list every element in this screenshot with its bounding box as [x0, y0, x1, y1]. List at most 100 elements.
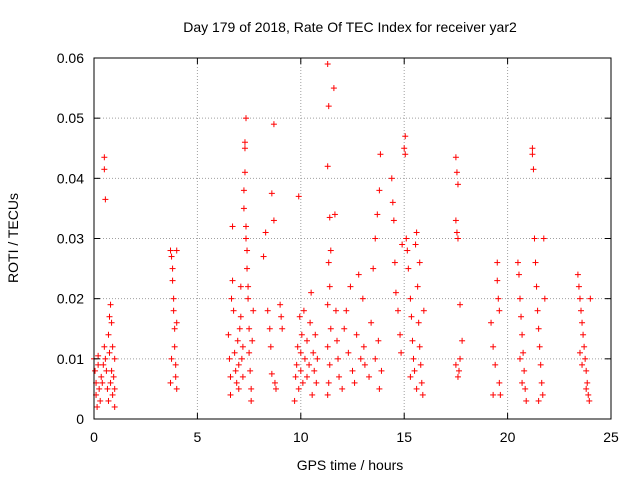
data-point: [497, 391, 504, 398]
data-point: [585, 391, 592, 398]
data-point: [270, 121, 277, 128]
data-point: [168, 253, 175, 260]
data-point: [414, 283, 421, 290]
data-point: [239, 343, 246, 350]
data-point: [586, 397, 593, 404]
data-point: [296, 313, 303, 320]
data-point: [299, 379, 306, 386]
data-point: [247, 367, 254, 374]
data-point: [453, 229, 460, 236]
data-point: [245, 295, 252, 302]
data-point: [411, 367, 418, 374]
data-point: [372, 235, 379, 242]
data-point: [95, 361, 102, 368]
data-point: [522, 385, 529, 392]
data-point: [402, 133, 409, 140]
data-point: [96, 385, 103, 392]
data-point: [107, 379, 114, 386]
data-point: [228, 295, 235, 302]
data-point: [92, 367, 99, 374]
data-point: [326, 283, 333, 290]
data-point: [529, 145, 536, 152]
data-point: [248, 385, 255, 392]
data-point: [351, 379, 358, 386]
data-point: [389, 199, 396, 206]
data-point: [416, 343, 423, 350]
y-tick-label: 0.04: [57, 170, 84, 186]
data-point: [357, 355, 364, 362]
data-point: [300, 307, 307, 314]
data-point: [102, 355, 109, 362]
data-point: [297, 349, 304, 356]
data-point: [100, 361, 107, 368]
data-point: [587, 295, 594, 302]
data-point: [361, 361, 368, 368]
data-point: [241, 169, 248, 176]
data-point: [459, 337, 466, 344]
x-tick-label: 20: [500, 429, 516, 445]
data-point: [457, 301, 464, 308]
data-point: [578, 307, 585, 314]
data-point: [454, 373, 461, 380]
data-points: [91, 61, 594, 410]
data-point: [523, 397, 530, 404]
data-point: [304, 337, 311, 344]
data-point: [419, 391, 426, 398]
y-tick-label: 0.03: [57, 231, 84, 247]
data-point: [410, 355, 417, 362]
data-point: [262, 229, 269, 236]
data-point: [492, 361, 499, 368]
data-point: [404, 247, 411, 254]
data-point: [413, 229, 420, 236]
data-point: [405, 265, 412, 272]
data-point: [99, 379, 106, 386]
data-point: [488, 319, 495, 326]
x-tick-label: 5: [194, 429, 202, 445]
data-point: [325, 103, 332, 110]
data-point: [277, 301, 284, 308]
data-point: [240, 205, 247, 212]
data-point: [110, 373, 117, 380]
data-point: [416, 259, 423, 266]
data-point: [495, 295, 502, 302]
data-point: [529, 151, 536, 158]
data-point: [574, 271, 581, 278]
data-point: [537, 361, 544, 368]
data-point: [399, 241, 406, 248]
data-point: [105, 397, 112, 404]
data-point: [345, 349, 352, 356]
data-point: [580, 331, 587, 338]
data-point: [530, 166, 537, 173]
x-tick-label: 15: [396, 429, 412, 445]
data-point: [233, 379, 240, 386]
data-point: [579, 361, 586, 368]
data-point: [394, 307, 401, 314]
data-point: [309, 391, 316, 398]
data-point: [268, 370, 275, 377]
data-point: [310, 349, 317, 356]
data-point: [349, 367, 356, 374]
data-point: [535, 325, 542, 332]
data-point: [111, 355, 118, 362]
data-point: [169, 265, 176, 272]
data-point: [583, 385, 590, 392]
data-point: [494, 277, 501, 284]
data-point: [336, 373, 343, 380]
data-point: [520, 349, 527, 356]
data-point: [452, 154, 459, 161]
data-point: [454, 235, 461, 242]
data-point: [341, 325, 348, 332]
data-point: [540, 235, 547, 242]
data-point: [173, 385, 180, 392]
data-point: [452, 217, 459, 224]
data-point: [583, 367, 590, 374]
data-point: [109, 343, 116, 350]
data-point: [234, 337, 241, 344]
data-point: [324, 343, 331, 350]
data-point: [456, 367, 463, 374]
data-point: [279, 325, 286, 332]
data-point: [531, 235, 538, 242]
data-point: [227, 373, 234, 380]
x-tick-labels: 0 5 10 15 20 25: [90, 429, 619, 445]
